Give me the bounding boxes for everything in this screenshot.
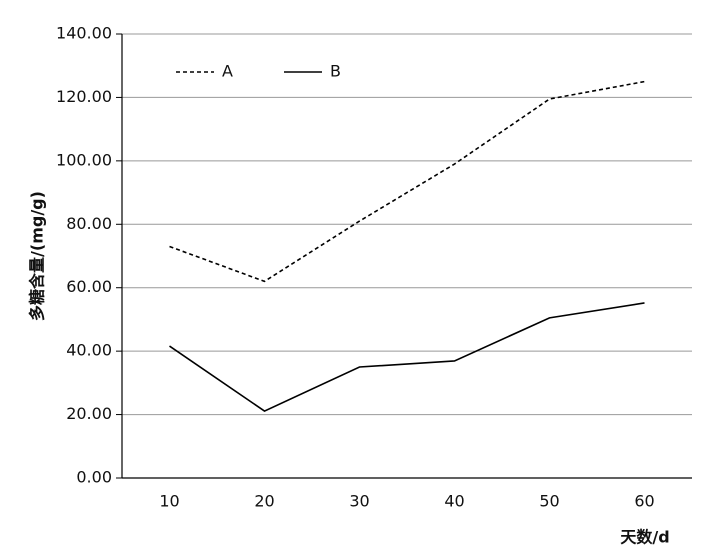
y-tick-label: 80.00 [66, 214, 112, 233]
y-tick-label: 120.00 [56, 87, 112, 106]
x-tick-label: 50 [539, 492, 559, 511]
y-tick-label: 100.00 [56, 150, 112, 169]
x-axis-label: 天数/d [620, 528, 669, 547]
x-tick-label: 60 [634, 492, 654, 511]
series-line [169, 80, 645, 283]
y-axis-label: 多糖含量/(mg/g) [28, 191, 47, 321]
y-tick-label: 140.00 [56, 24, 112, 43]
legend-label: B [330, 62, 341, 81]
y-tick-label: 20.00 [66, 404, 112, 423]
x-tick-label: 30 [349, 492, 369, 511]
series-line [169, 302, 645, 413]
y-tick-label: 60.00 [66, 277, 112, 296]
x-tick-label: 40 [444, 492, 464, 511]
x-tick-label: 20 [254, 492, 274, 511]
y-tick-label: 0.00 [76, 468, 112, 487]
x-tick-label: 10 [159, 492, 179, 511]
y-tick-label: 40.00 [66, 341, 112, 360]
legend-label: A [222, 62, 233, 81]
